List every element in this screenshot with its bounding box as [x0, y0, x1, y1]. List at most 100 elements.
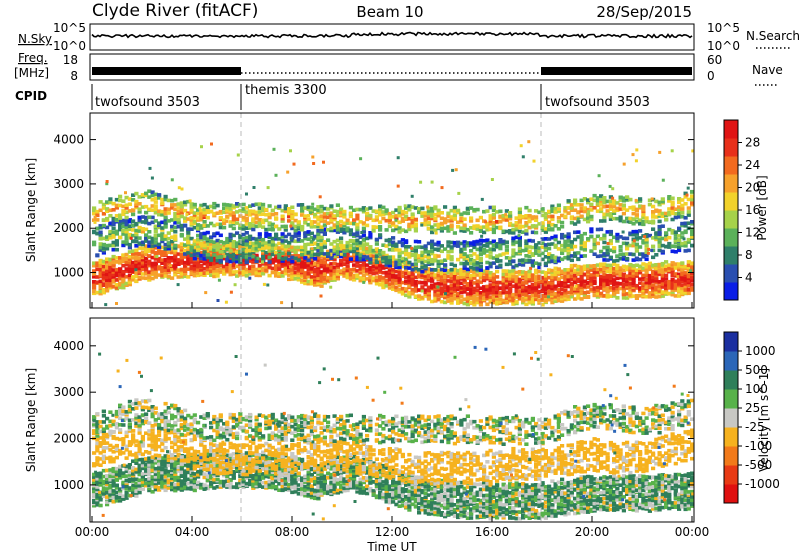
echo-cell [92, 208, 97, 212]
echo-cell [612, 201, 617, 206]
echo-cell [121, 263, 126, 268]
echo-cell [413, 283, 418, 288]
echo-cell [231, 214, 236, 219]
echo-cell [560, 257, 565, 262]
echo-cell [449, 257, 454, 262]
echo-cell [192, 261, 197, 265]
echo-cell [530, 286, 535, 291]
echo-cell [335, 203, 340, 207]
echo-cell [98, 208, 103, 213]
echo-cell [498, 219, 503, 224]
scatter-cell [233, 283, 237, 287]
echo-cell [462, 272, 467, 277]
echo-cell [192, 202, 197, 207]
echo-cell [345, 268, 350, 273]
echo-cell [537, 249, 542, 254]
echo-cell [283, 228, 288, 232]
echo-cell [644, 240, 649, 244]
echo-cell [569, 220, 574, 225]
echo-cell [404, 251, 409, 256]
echo-cell [527, 258, 532, 263]
echo-cell [114, 206, 119, 210]
echo-cell [478, 227, 483, 231]
echo-cell [534, 248, 539, 252]
echo-cell [384, 253, 389, 258]
echo-cell [556, 298, 561, 303]
echo-cell [670, 290, 675, 294]
echo-cell [335, 274, 340, 279]
echo-cell [413, 285, 418, 290]
echo-cell [368, 216, 373, 220]
echo-cell [465, 299, 470, 303]
echo-cell [582, 244, 587, 249]
scatter-cell [608, 184, 612, 188]
echo-cell [527, 215, 532, 220]
echo-cell [101, 270, 106, 275]
echo-cell [664, 290, 669, 295]
echo-cell [644, 250, 649, 254]
echo-cell [508, 290, 513, 295]
echo-cell [121, 218, 126, 223]
echo-cell [309, 208, 314, 212]
scatter-cell [256, 256, 260, 260]
echo-cell [238, 234, 243, 238]
echo-cell [514, 294, 519, 299]
scatter-cell [359, 157, 363, 161]
echo-cell [465, 267, 470, 272]
echo-cell [677, 294, 682, 298]
echo-cell [361, 266, 366, 270]
echo-cell [267, 257, 272, 262]
echo-cell [634, 274, 639, 278]
echo-cell [105, 264, 110, 268]
echo-cell [423, 246, 428, 251]
echo-cell [413, 266, 418, 271]
echo-cell [124, 281, 129, 286]
echo-cell [556, 247, 561, 251]
echo-cell [452, 296, 457, 301]
echo-cell [124, 256, 129, 261]
echo-cell [348, 257, 353, 261]
echo-cell [309, 260, 314, 265]
echo-cell [446, 244, 451, 248]
echo-cell [92, 218, 97, 222]
echo-cell [274, 205, 279, 210]
colorbar-swatch [724, 138, 738, 157]
echo-cell [410, 277, 415, 282]
echo-cell [660, 261, 665, 266]
echo-cell [495, 302, 500, 306]
echo-cell [160, 250, 165, 254]
echo-cell [517, 224, 522, 228]
echo-cell [101, 251, 106, 255]
scatter-cell [689, 269, 693, 273]
echo-cell [475, 300, 480, 305]
echo-cell [420, 253, 425, 258]
echo-cell [131, 198, 136, 202]
echo-cell [173, 265, 178, 269]
echo-cell [153, 267, 158, 271]
echo-cell [322, 240, 327, 244]
echo-cell [339, 269, 344, 273]
echo-cell [163, 215, 168, 220]
echo-cell [92, 211, 97, 216]
scatter-cell [223, 254, 227, 258]
echo-cell [176, 209, 181, 214]
echo-cell [290, 268, 295, 272]
echo-cell [686, 263, 691, 267]
echo-cell [566, 297, 571, 301]
echo-cell [160, 239, 165, 244]
echo-cell [456, 210, 461, 215]
echo-cell [241, 202, 246, 207]
echo-cell [534, 286, 539, 291]
echo-cell [569, 203, 574, 207]
echo-cell [543, 243, 548, 247]
scatter-cell [457, 191, 461, 195]
echo-cell [462, 264, 467, 268]
echo-cell [657, 234, 662, 239]
echo-cell [465, 206, 470, 211]
echo-cell [365, 223, 370, 228]
echo-cell [248, 252, 253, 256]
echo-cell [449, 276, 454, 280]
echo-cell [407, 227, 412, 232]
echo-cell [391, 223, 396, 227]
echo-cell [179, 246, 184, 250]
